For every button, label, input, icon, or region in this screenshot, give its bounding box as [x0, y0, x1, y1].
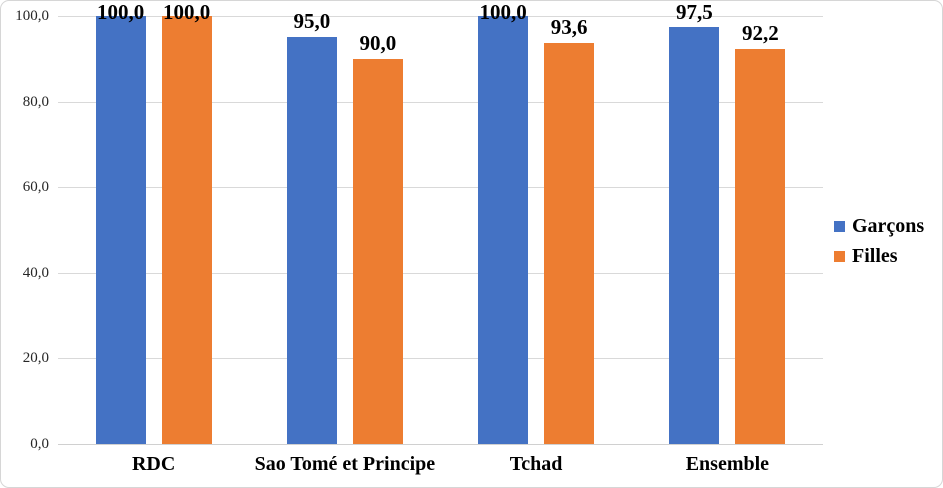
- legend-item-garcons: Garçons: [834, 214, 924, 238]
- bar-filles: [352, 58, 403, 444]
- x-category-label: Sao Tomé et Principe: [254, 453, 436, 475]
- legend-label: Filles: [852, 245, 898, 267]
- bar-garcons: [95, 16, 146, 444]
- y-axis-tick-label: 80,0: [22, 93, 49, 110]
- gridline: [58, 272, 823, 274]
- bar-value-label: 93,6: [550, 15, 588, 40]
- bar-value-label: 95,0: [293, 9, 331, 34]
- y-axis-tick-label: 40,0: [22, 264, 49, 281]
- bar-value-label: 97,5: [676, 0, 713, 24]
- gridline: [58, 101, 823, 103]
- gridline: [58, 358, 823, 360]
- bar-value-label: 100,0: [479, 0, 527, 24]
- bar-filles: [544, 43, 595, 444]
- x-category-label: RDC: [131, 453, 176, 475]
- y-axis-tick-label: 60,0: [22, 179, 49, 196]
- bar-value-label: 100,0: [163, 0, 211, 24]
- gridline: [58, 16, 823, 17]
- legend-swatch-icon: [834, 220, 845, 232]
- gridline: [58, 187, 823, 189]
- bar-value-label: 100,0: [97, 0, 145, 24]
- bar-filles: [735, 49, 786, 444]
- bar-garcons: [478, 16, 529, 444]
- x-axis-line: [58, 444, 823, 445]
- chart-legend: Garçons Filles: [834, 214, 924, 274]
- y-axis-tick-label: 100,0: [15, 8, 49, 24]
- legend-item-filles: Filles: [834, 244, 924, 268]
- bar-filles: [161, 16, 212, 444]
- bar-value-label: 90,0: [359, 30, 397, 55]
- y-axis-tick-label: 0,0: [30, 436, 49, 452]
- x-category-label: Ensemble: [685, 453, 770, 475]
- bar-garcons: [286, 37, 337, 444]
- legend-label: Garçons: [852, 215, 925, 237]
- bar-value-label: 92,2: [742, 21, 779, 46]
- x-category-label: Tchad: [509, 453, 563, 475]
- legend-swatch-icon: [834, 250, 845, 262]
- bar-garcons: [669, 26, 720, 444]
- y-axis-tick-label: 20,0: [22, 350, 49, 367]
